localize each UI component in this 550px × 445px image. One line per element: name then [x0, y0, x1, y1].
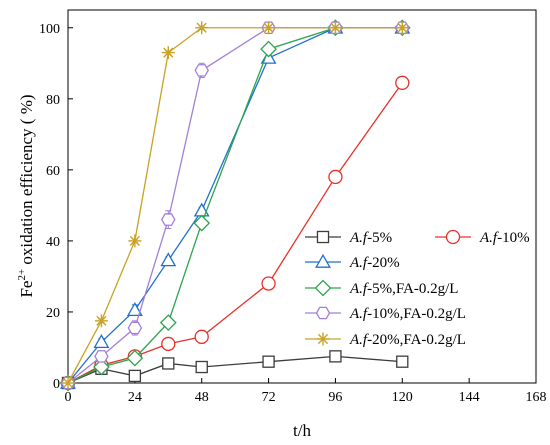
plot-area: 0 24 48 72 96 120 144 168 0 20 40 60 80 100	[39, 9, 547, 405]
legend-label: A.f-10%,FA-0.2g/L	[349, 306, 466, 322]
y-axis-title-sup: 2+	[16, 269, 28, 281]
data-point	[330, 22, 341, 33]
data-point	[126, 302, 143, 317]
data-point	[195, 360, 208, 374]
legend: A.f-5% A.f-10%A.f-20%A.f-5%,FA-0.2g/LA.f-…	[305, 229, 530, 348]
x-tick-label: 72	[262, 390, 276, 405]
data-point	[160, 252, 177, 267]
data-point	[93, 334, 110, 348]
data-point	[263, 22, 274, 33]
data-point	[93, 358, 110, 376]
legend-label-suffix: -20%,FA-0.2g/L	[367, 332, 466, 348]
data-point	[395, 75, 410, 90]
legend-item: A.f-5%	[305, 230, 392, 246]
y-axis-title-rest: oxidation efficiency ( %)	[17, 94, 36, 268]
legend-item: A.f-5%,FA-0.2g/L	[305, 279, 458, 297]
data-point	[129, 235, 140, 246]
y-axis-title-main: Fe	[17, 281, 36, 298]
x-tick-label: 24	[128, 390, 142, 405]
data-point	[397, 22, 408, 33]
legend-label: A.f-20%,FA-0.2g/L	[349, 332, 466, 348]
legend-label-prefix: A.f	[349, 230, 369, 246]
x-tick-label: 144	[459, 390, 480, 405]
legend-label-suffix: -20%	[367, 255, 400, 271]
y-tick-label: 100	[39, 22, 60, 37]
plot-frame	[67, 9, 537, 384]
x-tick-label: 96	[328, 390, 342, 405]
x-axis-title: t/h	[293, 421, 311, 440]
legend-marker	[314, 279, 332, 297]
legend-label-suffix: -10%,FA-0.2g/L	[367, 306, 466, 322]
data-point	[262, 355, 275, 368]
series-line	[67, 27, 403, 384]
legend-label-suffix: -5%	[367, 230, 392, 246]
series-layer	[59, 19, 411, 392]
data-point	[62, 377, 74, 389]
data-point	[261, 276, 276, 291]
y-tick-label: 80	[46, 93, 60, 108]
data-point	[94, 350, 109, 363]
legend-label-suffix: -5%,FA-0.2g/L	[367, 281, 458, 297]
x-axis-ticks: 0 24 48 72 96 120 144 168	[65, 378, 547, 405]
x-tick-label: 168	[526, 390, 547, 405]
data-point	[126, 349, 144, 367]
data-point	[161, 336, 176, 352]
series-line	[67, 27, 403, 384]
y-axis-ticks: 0 20 40 60 80 100	[39, 22, 73, 392]
data-point	[396, 355, 409, 368]
legend-marker	[445, 229, 461, 245]
x-tick-label: 48	[195, 390, 209, 405]
data-point	[96, 315, 107, 326]
series-6	[61, 21, 409, 390]
series-line	[67, 27, 403, 384]
legend-item: A.f-20%,FA-0.2g/L	[305, 332, 466, 348]
legend-label: A.f-20%	[349, 255, 400, 271]
legend-label: A.f-5%	[349, 230, 392, 246]
legend-marker	[315, 253, 331, 268]
data-point	[194, 329, 209, 344]
data-point	[161, 213, 176, 226]
x-tick-label: 120	[392, 390, 413, 405]
legend-label-prefix: A.f	[349, 281, 369, 297]
y-tick-label: 20	[46, 306, 60, 321]
data-point	[194, 64, 209, 77]
data-point	[163, 47, 174, 58]
legend-label: A.f-10%	[479, 230, 530, 246]
series-line	[67, 27, 403, 384]
legend-label-prefix: A.f	[349, 306, 369, 322]
legend-marker	[316, 230, 330, 244]
legend-marker	[317, 333, 329, 345]
y-tick-label: 0	[53, 377, 60, 392]
legend-label-prefix: A.f	[349, 255, 369, 271]
y-axis-title: Fe2+ oxidation efficiency ( %)	[16, 94, 36, 297]
svg-text:Fe2+ oxidation efficiency ( %): Fe2+ oxidation efficiency ( %)	[16, 94, 36, 297]
data-point	[128, 369, 142, 383]
y-tick-label: 40	[46, 235, 60, 250]
legend-label: A.f-5%,FA-0.2g/L	[349, 281, 458, 297]
data-point	[329, 350, 342, 363]
data-point	[162, 357, 175, 370]
y-tick-label: 60	[46, 164, 60, 179]
legend-marker	[315, 306, 331, 320]
data-point	[196, 22, 207, 33]
data-point	[127, 321, 143, 335]
data-point	[260, 40, 277, 58]
legend-label-prefix: A.f	[479, 230, 499, 246]
x-tick-label: 0	[65, 390, 72, 405]
data-point	[193, 214, 211, 232]
data-point	[328, 169, 343, 185]
data-point	[159, 314, 177, 332]
legend-item: A.f-20%	[305, 253, 400, 271]
legend-label-prefix: A.f	[349, 332, 369, 348]
legend-item: A.f-10%	[435, 229, 530, 246]
legend-label-suffix: -10%	[497, 230, 530, 246]
legend-item: A.f-10%,FA-0.2g/L	[305, 306, 466, 322]
